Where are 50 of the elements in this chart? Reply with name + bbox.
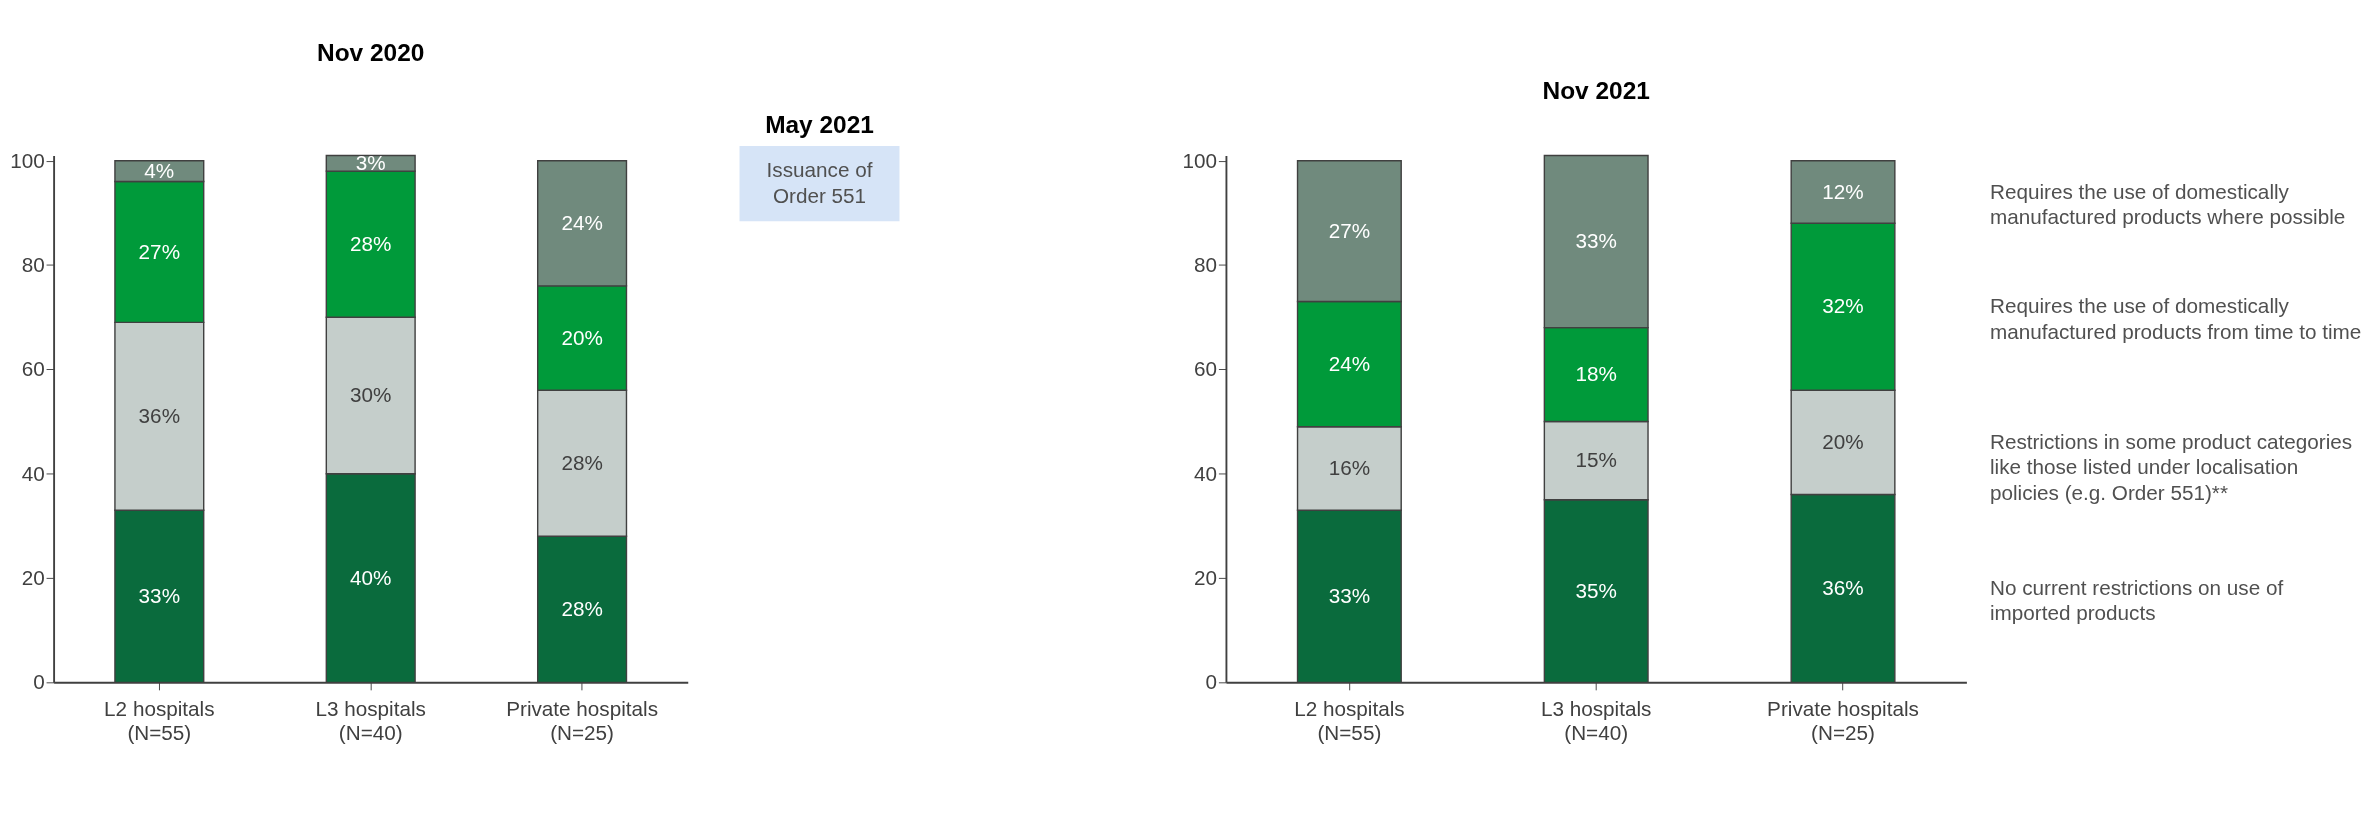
y-tick-label: 80 (21, 253, 45, 277)
chart-title: Nov 2021 (1542, 76, 1650, 104)
data-label: 27% (138, 239, 181, 263)
data-label: 24% (561, 210, 603, 234)
x-tick-label: L3 hospitals (N=40) (315, 696, 426, 745)
y-tick-label: 20 (1194, 566, 1218, 590)
y-tick-label: 60 (1194, 357, 1218, 381)
y-tick-label: 40 (21, 461, 45, 485)
chart-title: Nov 2020 (317, 39, 425, 67)
data-label: 20% (561, 325, 603, 349)
data-label: 27% (1328, 218, 1371, 242)
text: No current restrictions on use of imported products (1989, 576, 2284, 625)
data-label: 28% (350, 231, 392, 255)
data-label: 33% (1575, 229, 1617, 253)
x-tick-label: L3 hospitals (N=40) (1540, 696, 1652, 745)
data-label: 32% (1822, 294, 1864, 318)
data-label: 3% (355, 150, 386, 174)
data-label: 33% (138, 583, 181, 607)
data-label: 16% (1328, 456, 1371, 480)
x-tick-label: Private hospitals (N=25) (506, 696, 658, 745)
text: Restrictions in some product categories like those listed under localisation policies (e.g. Order 551)** (1989, 429, 2353, 504)
data-label: 24% (1328, 351, 1371, 375)
y-tick-label: 40 (1194, 461, 1218, 485)
data-label: 40% (350, 565, 392, 589)
y-tick-label: 60 (21, 357, 45, 381)
text: Requires the use of domestically manufactured products where possible (1989, 179, 2346, 228)
data-label: 18% (1575, 362, 1617, 386)
x-tick-label: L2 hospitals (N=55) (1294, 696, 1405, 745)
data-label: 36% (138, 403, 181, 427)
data-label: 15% (1575, 448, 1617, 472)
x-tick-label: L2 hospitals (N=55) (104, 696, 215, 745)
data-label: 4% (144, 158, 175, 182)
x-tick-label: Private hospitals (N=25) (1767, 696, 1919, 745)
y-tick-label: 0 (1205, 670, 1218, 694)
data-label: 36% (1822, 576, 1864, 600)
text: Issuance of Order 551 (766, 158, 873, 208)
data-label: 20% (1822, 429, 1864, 453)
y-tick-label: 100 (1182, 148, 1218, 172)
data-label: 33% (1328, 583, 1371, 607)
data-label: 35% (1575, 578, 1617, 602)
data-label: 28% (561, 450, 603, 474)
y-tick-label: 0 (33, 670, 45, 694)
data-label: 28% (561, 596, 603, 620)
y-tick-label: 80 (1194, 253, 1218, 277)
text: Requires the use of domestically manufactured products from time to time (1989, 294, 2362, 343)
data-label: 30% (350, 383, 392, 407)
data-label: 12% (1822, 179, 1864, 203)
y-tick-label: 100 (10, 148, 45, 172)
y-tick-label: 20 (21, 566, 45, 590)
text: May 2021 (765, 110, 874, 138)
